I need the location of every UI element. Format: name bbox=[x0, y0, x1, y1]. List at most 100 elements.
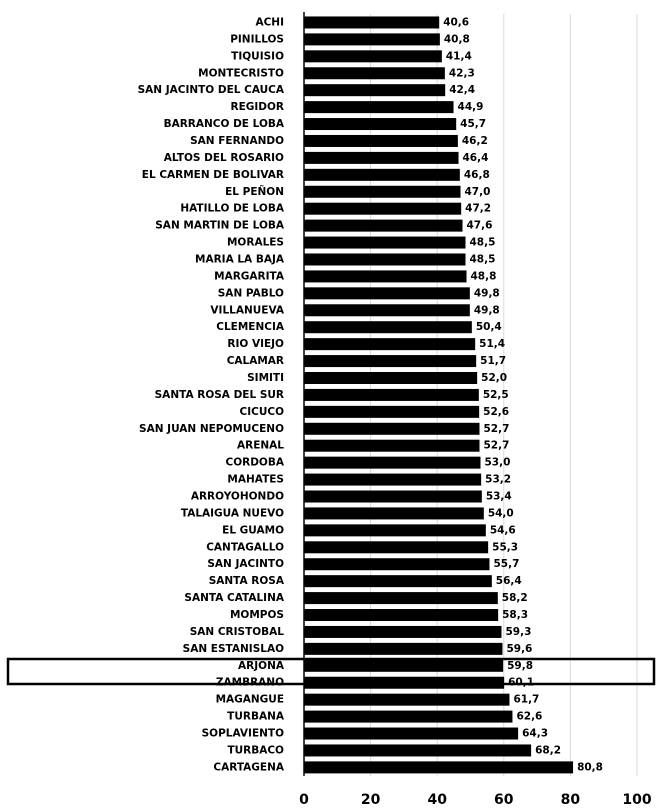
y-tick-label: ARENAL bbox=[237, 440, 284, 452]
y-tick-label: CICUCO bbox=[240, 406, 285, 418]
bar bbox=[304, 185, 461, 198]
value-label: 56,4 bbox=[496, 575, 522, 587]
value-label: 49,8 bbox=[474, 287, 500, 299]
bar bbox=[304, 558, 490, 571]
bar bbox=[304, 253, 466, 266]
value-label: 45,7 bbox=[460, 118, 486, 130]
x-tick-label: 20 bbox=[361, 792, 381, 808]
y-tick-label: SAN PABLO bbox=[218, 287, 284, 299]
y-tick-label: SANTA ROSA DEL SUR bbox=[155, 389, 284, 401]
value-label: 42,3 bbox=[449, 67, 475, 79]
bar bbox=[304, 625, 502, 638]
bar bbox=[304, 473, 482, 486]
bar bbox=[304, 236, 466, 249]
value-label: 50,4 bbox=[476, 321, 502, 333]
x-tick-label: 60 bbox=[494, 792, 514, 808]
value-label: 48,5 bbox=[470, 237, 496, 249]
y-tick-label: ARJONA bbox=[238, 660, 285, 672]
y-tick-label: ARROYOHONDO bbox=[191, 491, 284, 503]
x-tick-label: 100 bbox=[622, 792, 651, 808]
value-label: 52,7 bbox=[483, 423, 509, 435]
y-tick-label: MARIA LA BAJA bbox=[195, 253, 285, 265]
y-tick-label: EL GUAMO bbox=[222, 524, 284, 536]
value-label: 52,0 bbox=[481, 372, 507, 384]
x-tick-label: 40 bbox=[427, 792, 447, 808]
bar bbox=[304, 676, 505, 689]
y-tick-label: CORDOBA bbox=[226, 457, 285, 469]
value-label: 46,8 bbox=[464, 169, 490, 181]
bar bbox=[304, 355, 477, 368]
y-tick-label: MOMPOS bbox=[230, 609, 284, 621]
bar bbox=[304, 168, 460, 181]
value-label: 51,7 bbox=[480, 355, 506, 367]
value-label: 52,6 bbox=[483, 406, 509, 418]
y-tick-label: SAN FERNANDO bbox=[190, 135, 284, 147]
value-label: 48,5 bbox=[470, 253, 496, 265]
bar bbox=[304, 659, 504, 672]
value-label: 61,7 bbox=[513, 694, 539, 706]
bar bbox=[304, 439, 480, 452]
bar bbox=[304, 219, 463, 232]
bar bbox=[304, 507, 484, 520]
y-tick-label: ALTOS DEL ROSARIO bbox=[164, 152, 284, 164]
y-tick-label: TALAIGUA NUEVO bbox=[181, 507, 284, 519]
y-tick-label: TURBANA bbox=[227, 711, 285, 723]
value-label: 55,7 bbox=[493, 558, 519, 570]
bar bbox=[304, 202, 462, 215]
y-tick-label: TIQUISIO bbox=[231, 50, 284, 62]
bar bbox=[304, 524, 486, 537]
bar bbox=[304, 456, 481, 469]
bar bbox=[304, 761, 574, 774]
bar bbox=[304, 287, 470, 300]
value-label: 47,0 bbox=[465, 186, 491, 198]
value-label: 44,9 bbox=[458, 101, 484, 113]
y-tick-label: CANTAGALLO bbox=[206, 541, 284, 553]
value-label: 52,5 bbox=[483, 389, 509, 401]
value-label: 53,4 bbox=[486, 491, 512, 503]
bar bbox=[304, 50, 442, 63]
y-tick-label: MORALES bbox=[227, 237, 284, 249]
y-tick-label: VILLANUEVA bbox=[210, 304, 284, 316]
y-tick-label: SAN MARTIN DE LOBA bbox=[155, 220, 285, 232]
value-label: 58,3 bbox=[502, 609, 528, 621]
value-label: 46,2 bbox=[462, 135, 488, 147]
y-tick-label: CALAMAR bbox=[227, 355, 284, 367]
value-label: 68,2 bbox=[535, 744, 561, 756]
value-label: 54,0 bbox=[488, 507, 514, 519]
bar bbox=[304, 592, 498, 605]
y-tick-label: ACHI bbox=[255, 16, 284, 28]
value-label: 60,1 bbox=[508, 677, 534, 689]
y-tick-label: SAN JACINTO DEL CAUCA bbox=[138, 84, 285, 96]
y-tick-label: SAN ESTANISLAO bbox=[183, 643, 284, 655]
bar bbox=[304, 101, 454, 114]
bar bbox=[304, 575, 492, 588]
y-tick-label: REGIDOR bbox=[230, 101, 284, 113]
value-label: 52,7 bbox=[483, 440, 509, 452]
y-tick-label: SANTA ROSA bbox=[209, 575, 285, 587]
y-tick-label: PINILLOS bbox=[230, 33, 284, 45]
value-label: 80,8 bbox=[577, 761, 603, 773]
bar bbox=[304, 321, 472, 334]
bar bbox=[304, 744, 532, 757]
value-label: 51,4 bbox=[479, 338, 505, 350]
bar bbox=[304, 151, 459, 164]
bar bbox=[304, 693, 510, 706]
bar bbox=[304, 134, 458, 147]
bar bbox=[304, 490, 482, 503]
value-label: 41,4 bbox=[446, 50, 472, 62]
y-tick-label: CARTAGENA bbox=[213, 761, 284, 773]
bar bbox=[304, 33, 440, 46]
y-tick-label: SANTA CATALINA bbox=[184, 592, 284, 604]
bar bbox=[304, 67, 445, 80]
value-label: 40,6 bbox=[443, 16, 469, 28]
y-tick-label: SAN JACINTO bbox=[207, 558, 284, 570]
y-tick-label: HATILLO DE LOBA bbox=[180, 203, 285, 215]
y-tick-label: TURBACO bbox=[227, 744, 284, 756]
value-label: 49,8 bbox=[474, 304, 500, 316]
y-tick-label: SOPLAVIENTO bbox=[202, 728, 284, 740]
bar bbox=[304, 710, 513, 723]
bar bbox=[304, 405, 480, 418]
bar bbox=[304, 422, 480, 435]
bar bbox=[304, 304, 470, 317]
